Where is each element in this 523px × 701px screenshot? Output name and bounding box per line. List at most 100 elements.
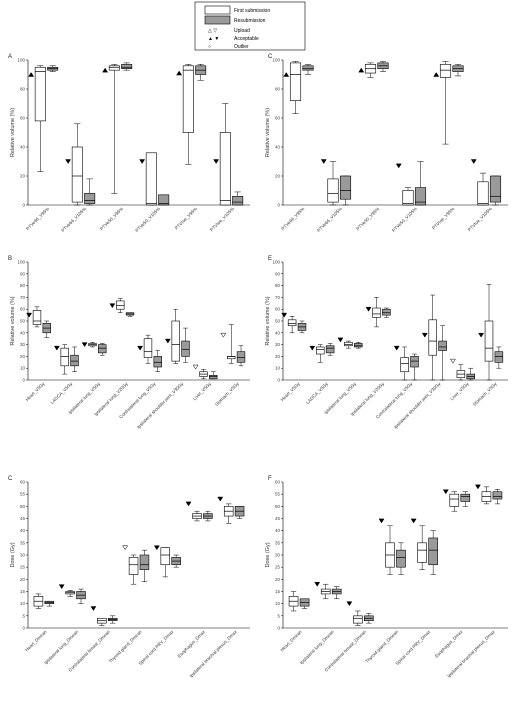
legend: First submission Resubmission △ ▽ Upload… <box>194 1 306 51</box>
y-tick-label: 35 <box>20 540 26 545</box>
y-tick-label: 50 <box>275 319 281 324</box>
panel-3: E 0 10 20 30 40 50 60 70 80 90 100 Relative volume (… <box>265 256 508 430</box>
y-axis-label: Dose (Gy) <box>265 542 271 567</box>
y-tick-label: 10 <box>20 601 26 606</box>
x-tick-label: Esophagus_Dmax <box>177 629 207 659</box>
y-tick-label: 50 <box>20 504 26 509</box>
y-tick-label: 20 <box>20 354 26 359</box>
first-box <box>227 356 236 360</box>
y-tick-label: 40 <box>275 145 281 150</box>
resub-box <box>428 537 438 566</box>
accept-down-marker <box>213 159 220 164</box>
y-tick-label: 5 <box>277 613 280 618</box>
x-tick-label: PTVe66_V95% <box>280 206 305 231</box>
y-tick-label: 80 <box>275 87 281 92</box>
panel-label: A <box>8 54 12 60</box>
y-axis-label: Relative volume (%) <box>10 108 16 157</box>
y-tick-label: 30 <box>275 342 281 347</box>
upload-down-marker <box>122 545 129 551</box>
y-tick-label: 0 <box>277 378 280 383</box>
accept-down-marker <box>65 159 72 164</box>
first-box <box>128 557 139 575</box>
y-tick-label: 40 <box>20 145 26 150</box>
resub-box <box>339 175 352 200</box>
x-tick-label: Heart_V5Gy <box>25 381 47 403</box>
x-tick-label: Ipsilateral lung_Dmean <box>43 629 79 665</box>
accept-up-marker <box>28 72 35 77</box>
legend-swatch-resub <box>204 15 231 25</box>
x-tick-label: PTVe50_V105% <box>134 206 161 233</box>
resub-box <box>396 549 406 568</box>
x-tick-label: Esophagus_Dmax <box>434 629 464 659</box>
x-tick-label: Liver_V5Gy <box>449 381 470 402</box>
accept-down-marker <box>421 332 428 338</box>
x-tick-label: Thyroid gland_Dmean <box>364 629 399 664</box>
y-tick-label: 40 <box>20 330 26 335</box>
x-tick-label: Spinal cord PRV_Dmax <box>138 629 175 666</box>
accept-down-marker <box>281 312 288 318</box>
first-box <box>417 542 427 563</box>
accept-down-marker <box>320 159 327 164</box>
panel-label: C <box>268 54 273 60</box>
first-box <box>116 300 125 310</box>
panel-1: C 0 20 40 60 80 100 Relative volume (%) PTVe66_V… <box>265 54 508 233</box>
first-box <box>182 65 194 133</box>
y-tick-label: 25 <box>275 565 281 570</box>
panel-label: B <box>8 256 12 262</box>
y-tick-label: 100 <box>272 260 280 265</box>
y-tick-label: 30 <box>275 553 281 558</box>
accept-down-marker <box>365 306 372 312</box>
upload-down-marker <box>220 332 227 338</box>
x-tick-label: PTVe66_V95% <box>25 206 50 231</box>
accept-down-marker <box>53 345 60 351</box>
first-box <box>32 310 42 325</box>
y-tick-label: 15 <box>20 589 26 594</box>
y-tick-label: 35 <box>275 540 281 545</box>
accept-down-marker <box>378 518 385 524</box>
first-box <box>428 319 437 356</box>
y-tick-label: 15 <box>275 589 281 594</box>
y-tick-label: 20 <box>20 174 26 179</box>
panel-label: F <box>268 476 272 482</box>
accept-down-marker <box>58 584 65 590</box>
accept-down-marker <box>442 489 449 495</box>
x-tick-label: Ipsilateral shoulder joint_V30Gy <box>136 381 185 430</box>
y-tick-label: 100 <box>17 260 25 265</box>
y-tick-label: 80 <box>20 283 26 288</box>
first-box <box>143 338 153 358</box>
y-tick-label: 20 <box>275 174 281 179</box>
y-tick-label: 0 <box>22 626 25 631</box>
accept-up-marker <box>102 67 109 73</box>
x-tick-label: Ipsilateral shoulder joint_V30Gy <box>393 381 442 430</box>
x-tick-label: Heart_V5Gy <box>280 381 302 403</box>
first-box <box>289 62 302 101</box>
resub-box <box>302 65 314 71</box>
x-tick-label: PTVe50_V105% <box>391 206 418 233</box>
legend-label-first: First submission <box>234 8 270 14</box>
y-tick-label: 90 <box>20 271 26 276</box>
resub-box <box>232 196 244 206</box>
first-box <box>400 357 409 373</box>
panel-label: E <box>268 256 272 262</box>
first-box <box>71 146 83 203</box>
resub-box <box>209 374 218 380</box>
y-tick-label: 90 <box>275 271 281 276</box>
accept-down-marker <box>314 581 321 587</box>
y-tick-label: 60 <box>20 307 26 312</box>
y-tick-label: 80 <box>20 87 26 92</box>
panel-label: C <box>8 476 13 482</box>
accept-down-marker <box>337 337 344 343</box>
x-tick-label: Stomach_V5Gy <box>214 381 240 407</box>
y-tick-label: 80 <box>275 283 281 288</box>
accept-down-marker <box>81 342 88 348</box>
accept-up-marker <box>176 70 183 76</box>
x-tick-label: Liver_V5Gy <box>192 381 213 402</box>
first-box <box>372 307 381 318</box>
first-box <box>160 547 171 566</box>
accept-up-marker <box>358 67 365 73</box>
first-box <box>34 66 46 122</box>
panel-5: F 0 5 10 15 20 25 30 35 40 45 50 55 60 Dose (Gy) Heart_… <box>265 476 508 679</box>
x-tick-label: PTVe66_V105% <box>316 206 343 233</box>
resub-box <box>139 554 150 570</box>
